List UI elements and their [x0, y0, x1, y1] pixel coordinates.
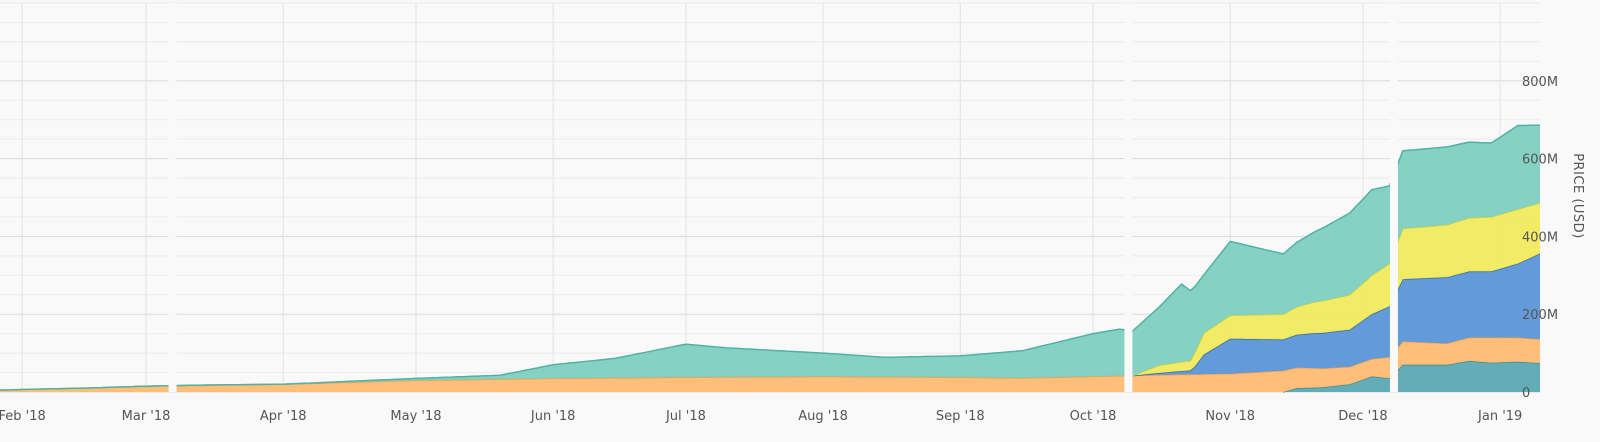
- series-area-4: [1132, 202, 1540, 376]
- x-tick-label: May '18: [390, 409, 441, 424]
- x-tick-label: Apr '18: [260, 409, 307, 424]
- x-tick-label: Aug '18: [798, 409, 848, 424]
- y-axis-title: PRICE (USD): [1570, 153, 1585, 239]
- series-area-2: [0, 337, 1540, 392]
- data-gaps: [168, 3, 1398, 392]
- x-tick-label: Nov '18: [1205, 409, 1255, 424]
- y-tick-label: 0: [1522, 386, 1530, 401]
- y-axis-ticks: 0 200M 400M 600M 800M: [1522, 75, 1558, 401]
- series-areas: [0, 124, 1541, 393]
- x-tick-label: Mar '18: [122, 409, 171, 424]
- y-tick-label: 400M: [1522, 230, 1558, 245]
- series-area-1: [1283, 360, 1540, 392]
- y-tick-label: 600M: [1522, 153, 1558, 168]
- data-gap: [1389, 3, 1398, 392]
- x-tick-label: Feb '18: [0, 409, 46, 424]
- series-line-5: [0, 124, 1541, 391]
- data-gap: [168, 3, 177, 392]
- y-tick-label: 800M: [1522, 75, 1558, 90]
- series-area-3: [1132, 253, 1540, 376]
- x-axis-ticks: Feb '18 Mar '18 Apr '18 May '18 Jun '18 Jul '…: [0, 409, 1522, 424]
- y-tick-label: 200M: [1522, 308, 1558, 323]
- x-tick-label: Dec '18: [1338, 409, 1387, 424]
- x-tick-label: Jun '18: [530, 409, 576, 424]
- x-tick-label: Sep '18: [936, 409, 985, 424]
- data-gap: [1124, 3, 1133, 392]
- x-tick-label: Jul '18: [665, 409, 706, 424]
- x-tick-label: Oct '18: [1070, 409, 1117, 424]
- series-area-5: [0, 125, 1540, 391]
- x-tick-label: Jan '19: [1477, 409, 1522, 424]
